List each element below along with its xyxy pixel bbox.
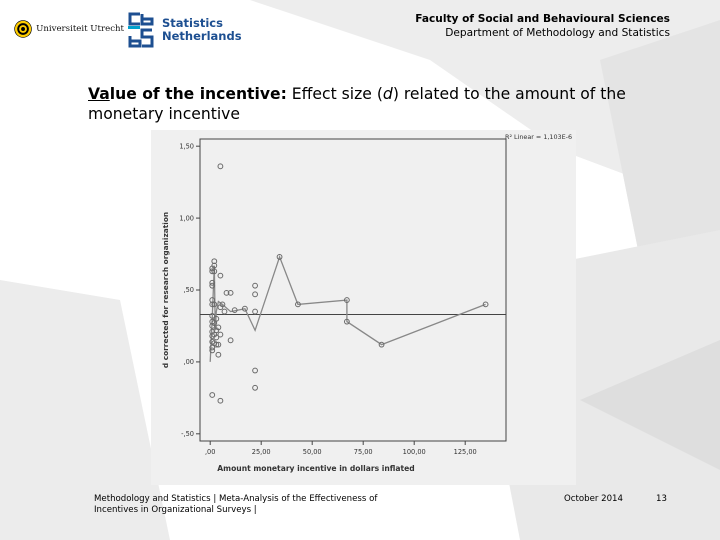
cbs-mark-icon xyxy=(128,12,154,48)
x-tick-label: ,00 xyxy=(205,448,216,456)
university-name: Universiteit Utrecht xyxy=(36,24,124,34)
x-tick-label: 50,00 xyxy=(303,448,322,456)
plot-area xyxy=(199,138,507,442)
chart-panel: -,50 ,00 ,50 1,00 1,50 ,00 25,00 50,00 75,00 100… xyxy=(151,130,576,485)
data-point xyxy=(227,337,234,344)
department-name: Department of Methodology and Statistics xyxy=(445,27,670,39)
faculty-block: Faculty of Social and Behavioural Scienc… xyxy=(415,12,670,40)
data-point xyxy=(209,279,216,286)
y-axis-label: d corrected for research organization xyxy=(161,212,170,368)
y-tick-label: 1,50 xyxy=(179,142,194,150)
fit-line-label: R² Linear = 1,103E-6 xyxy=(505,133,572,141)
data-point xyxy=(215,351,222,358)
utrecht-university-logo: Universiteit Utrecht xyxy=(14,14,124,44)
data-point xyxy=(215,341,222,348)
data-point xyxy=(213,341,220,348)
slide-header: Universiteit Utrecht Statistics Netherla… xyxy=(0,0,720,62)
x-tick-label: 75,00 xyxy=(354,448,373,456)
data-point xyxy=(217,272,224,279)
footer-text: Methodology and Statistics | Meta-Analys… xyxy=(94,494,414,516)
footer-line1: Methodology and Statistics | Meta-Analys… xyxy=(94,494,378,504)
title-text-a: Effect size ( xyxy=(286,85,383,103)
data-point xyxy=(252,282,258,289)
x-tick-label: 100,00 xyxy=(403,448,426,456)
page-number: 13 xyxy=(656,494,667,504)
data-point xyxy=(295,301,301,308)
data-point xyxy=(482,301,489,308)
data-point xyxy=(217,331,224,338)
slide-title: Value of the incentive: Effect size (d) … xyxy=(88,84,688,124)
data-point xyxy=(213,315,220,322)
data-point xyxy=(217,163,224,170)
data-point xyxy=(231,307,238,314)
title-italic-d: d xyxy=(382,85,393,103)
data-point xyxy=(211,301,218,308)
x-tick-label: 125,00 xyxy=(454,448,477,456)
loess-line xyxy=(209,254,486,362)
data-point xyxy=(209,282,216,289)
data-point xyxy=(209,312,216,319)
data-point xyxy=(252,367,258,374)
data-point xyxy=(241,305,248,312)
data-point xyxy=(213,334,220,341)
data-point xyxy=(217,397,224,404)
data-point xyxy=(227,289,234,296)
data-point xyxy=(219,301,226,308)
x-axis-label: Amount monetary incentive in dollars inf… xyxy=(217,464,414,473)
cbs-line2: Netherlands xyxy=(162,29,242,43)
footer-date: October 2014 xyxy=(564,494,623,504)
data-point xyxy=(215,324,222,331)
faculty-name: Faculty of Social and Behavioural Scienc… xyxy=(415,13,670,25)
x-tick-label: 25,00 xyxy=(252,448,271,456)
data-point xyxy=(252,308,258,315)
scatter-chart: -,50 ,00 ,50 1,00 1,50 ,00 25,00 50,00 75,00 100… xyxy=(161,133,572,473)
statistics-netherlands-logo: Statistics Netherlands xyxy=(126,10,242,50)
title-text-b: ) related to the amount of the monetary … xyxy=(88,85,626,123)
data-point xyxy=(276,254,283,260)
cbs-wordmark: Statistics Netherlands xyxy=(162,17,242,43)
university-seal-icon xyxy=(14,20,32,38)
data-point xyxy=(343,318,350,325)
data-point xyxy=(209,347,216,354)
data-point xyxy=(211,268,218,275)
data-point xyxy=(252,291,258,298)
y-tick-label: -,50 xyxy=(181,430,194,438)
data-point xyxy=(211,258,218,265)
footer-line2: Incentives in Organizational Surveys | xyxy=(94,505,257,515)
data-point xyxy=(209,392,216,398)
data-point xyxy=(221,308,228,315)
title-bold-underlined: Va xyxy=(88,85,110,103)
data-point xyxy=(252,384,258,391)
data-point xyxy=(378,341,385,348)
y-tick-label: ,50 xyxy=(184,286,195,294)
title-bold: lue of the incentive: xyxy=(109,85,287,103)
y-tick-label: ,00 xyxy=(184,358,195,366)
data-point xyxy=(343,297,350,303)
data-point xyxy=(209,268,216,275)
data-point xyxy=(223,289,230,296)
y-tick-label: 1,00 xyxy=(179,214,194,222)
cbs-line1: Statistics xyxy=(162,16,223,30)
